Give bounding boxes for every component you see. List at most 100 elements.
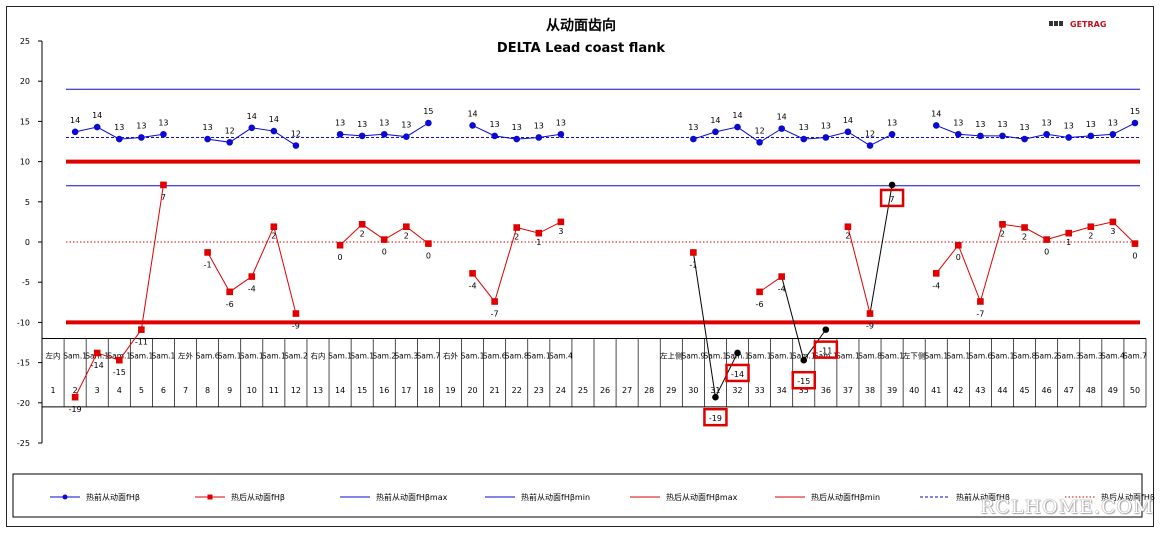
legend-label: 热前从动面fHβmax [376, 492, 448, 502]
data-point [1109, 130, 1117, 138]
data-label: 13 [556, 118, 566, 127]
data-point [160, 130, 167, 138]
data-label: -11 [135, 338, 148, 347]
data-label: 0 [956, 253, 961, 262]
data-label: 2 [1088, 232, 1093, 241]
data-point [1109, 218, 1117, 226]
x-category-number: 40 [909, 386, 919, 395]
data-point [93, 349, 101, 357]
x-category-number: 23 [534, 386, 544, 395]
data-point [999, 221, 1006, 228]
x-category-number: 12 [291, 386, 301, 395]
x-sample-label: Sam.1 [63, 352, 87, 361]
data-label: 14 [70, 116, 80, 125]
highlight-box [813, 340, 839, 359]
x-sample-label: Sam.8 [1013, 352, 1037, 361]
legend-label: 热后从动面fHβmin [811, 492, 880, 502]
data-label: 2 [404, 232, 409, 241]
x-category-number: 9 [227, 386, 232, 395]
x-sample-label: Sam.1 [770, 352, 794, 361]
x-category-number: 20 [467, 386, 477, 395]
x-category-number: 27 [622, 386, 632, 395]
highlight-box [791, 370, 817, 390]
data-point [756, 288, 763, 296]
data-label: -4 [932, 281, 940, 290]
data-label: -14 [731, 370, 744, 379]
data-point [535, 229, 543, 237]
x-sample-label: Sam.4 [549, 352, 573, 361]
chart-subtitle: DELTA Lead coast flank [497, 41, 666, 56]
data-point [425, 240, 432, 247]
data-label: 14 [92, 111, 102, 120]
data-point [204, 135, 211, 143]
watermark: RCLHOME.COM [980, 496, 1154, 518]
x-category-number: 2 [73, 386, 78, 395]
x-category-number: 18 [423, 386, 433, 395]
y-tick-label: -20 [17, 399, 30, 408]
brand-logo-mark [1054, 21, 1058, 26]
data-label: 13 [357, 120, 367, 129]
x-category-number: 36 [821, 386, 831, 395]
data-point [1043, 130, 1050, 138]
legend-label: 热后从动面fHβmax [666, 492, 738, 502]
data-point [491, 132, 498, 140]
data-point [336, 241, 344, 249]
data-label: 13 [887, 118, 897, 127]
data-label: -1 [204, 260, 212, 269]
data-label: 15 [423, 107, 433, 116]
data-point [866, 310, 874, 317]
data-point [557, 130, 565, 138]
data-label: 14 [777, 113, 787, 122]
data-label: 1 [536, 238, 541, 247]
data-point [844, 128, 852, 136]
x-sample-label: Sam.3 [394, 352, 418, 361]
data-point [977, 298, 984, 305]
data-point [292, 310, 300, 317]
data-label: 13 [1064, 121, 1074, 130]
connector-line [692, 252, 716, 398]
x-category-number: 41 [931, 386, 941, 395]
data-point [115, 356, 123, 364]
x-category-number: 24 [556, 386, 566, 395]
data-point [756, 139, 763, 146]
data-point [336, 130, 344, 138]
x-sample-label: Sam.1 [946, 352, 970, 361]
data-label: 14 [843, 116, 853, 125]
y-tick-label: 5 [25, 198, 30, 207]
x-category-number: 46 [1042, 386, 1052, 395]
x-sample-label: Sam.6 [196, 352, 220, 361]
x-category-number: 22 [512, 386, 522, 395]
x-sample-label: Sam.4 [1101, 352, 1125, 361]
data-label: 13 [975, 120, 985, 129]
brand-logo: GETRAG [1070, 20, 1106, 29]
x-category-number: 21 [490, 386, 500, 395]
x-category-number: 38 [865, 386, 875, 395]
data-label: 2 [271, 232, 276, 241]
data-point [955, 241, 962, 249]
data-point [888, 130, 896, 138]
x-category-number: 45 [1019, 386, 1029, 395]
legend-label: 热后从动面fHβ [1101, 492, 1155, 502]
x-sample-label: Sam.1 [748, 352, 772, 361]
x-sample-label: Sam.1 [991, 352, 1015, 361]
data-point [270, 223, 278, 231]
x-category-number: 17 [401, 386, 411, 395]
legend-label: 热前从动面fHβ [956, 492, 1010, 502]
data-point [425, 119, 432, 127]
data-label: -19 [69, 405, 82, 414]
data-label: 13 [1108, 118, 1118, 127]
data-label: -7 [491, 309, 499, 318]
series-line [759, 276, 782, 293]
data-label: 13 [688, 123, 698, 132]
x-category-number: 44 [997, 386, 1007, 395]
x-sample-label: Sam.6 [968, 352, 992, 361]
x-sample-label: Sam.7 [1123, 352, 1147, 361]
x-sample-label: Sam.1 [924, 352, 948, 361]
data-point [557, 218, 565, 226]
x-category-number: 8 [205, 386, 210, 395]
data-label: -15 [113, 368, 126, 377]
data-point [138, 134, 145, 141]
data-point [1131, 240, 1139, 247]
data-point [690, 249, 697, 256]
chart-title: 从动面齿向 [546, 17, 616, 34]
